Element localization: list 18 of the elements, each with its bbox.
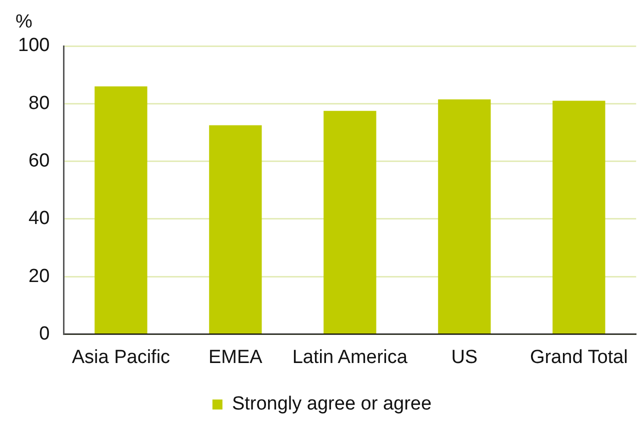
y-tick-label: 80 <box>28 92 50 114</box>
legend-label: Strongly agree or agree <box>232 394 432 415</box>
bar <box>94 86 148 334</box>
y-tick-label: 20 <box>28 266 50 287</box>
y-tick-label: 100 <box>18 35 50 56</box>
bar <box>209 125 262 334</box>
x-tick-label: US <box>451 346 478 368</box>
x-tick-label: EMEA <box>208 346 263 368</box>
y-tick-label: 0 <box>39 323 50 344</box>
bar <box>438 99 491 334</box>
bar <box>552 100 606 334</box>
x-tick-label: Asia Pacific <box>72 346 170 368</box>
x-tick-label: Latin America <box>292 346 408 368</box>
y-tick-label: 60 <box>28 150 50 172</box>
x-tick-label: Grand Total <box>530 346 628 368</box>
bar <box>324 110 376 334</box>
y-axis-title: % <box>16 12 33 33</box>
y-tick-label: 40 <box>28 208 50 230</box>
